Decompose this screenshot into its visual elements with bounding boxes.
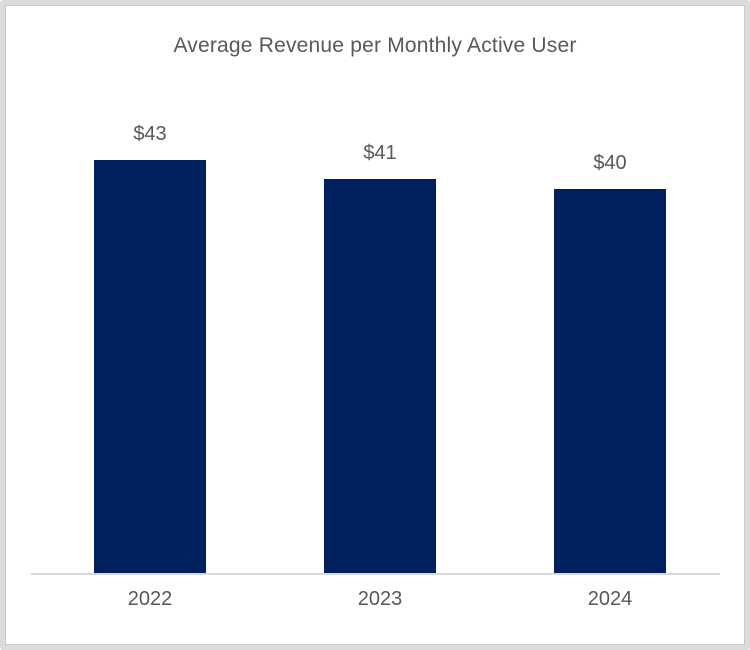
- bar-value-label: $40: [593, 152, 627, 174]
- chart-title: Average Revenue per Monthly Active User: [173, 34, 577, 57]
- bar-2023: [324, 179, 436, 573]
- x-axis-label-2024: 2024: [587, 588, 633, 610]
- bar-value-label: $43: [133, 123, 167, 145]
- bar-2022: [94, 160, 206, 573]
- bar-value-label: $41: [363, 142, 397, 164]
- plot-area: $43 $41 $40: [31, 123, 720, 575]
- x-axis-label-2023: 2023: [357, 588, 403, 610]
- x-axis-labels: 2022 2023 2024: [31, 588, 720, 614]
- bar-group-2022: $43: [94, 123, 206, 573]
- bar-group-2024: $40: [554, 152, 666, 573]
- bar-group-2023: $41: [324, 142, 436, 573]
- x-axis-label-2022: 2022: [127, 588, 173, 610]
- bar-2024: [554, 189, 666, 573]
